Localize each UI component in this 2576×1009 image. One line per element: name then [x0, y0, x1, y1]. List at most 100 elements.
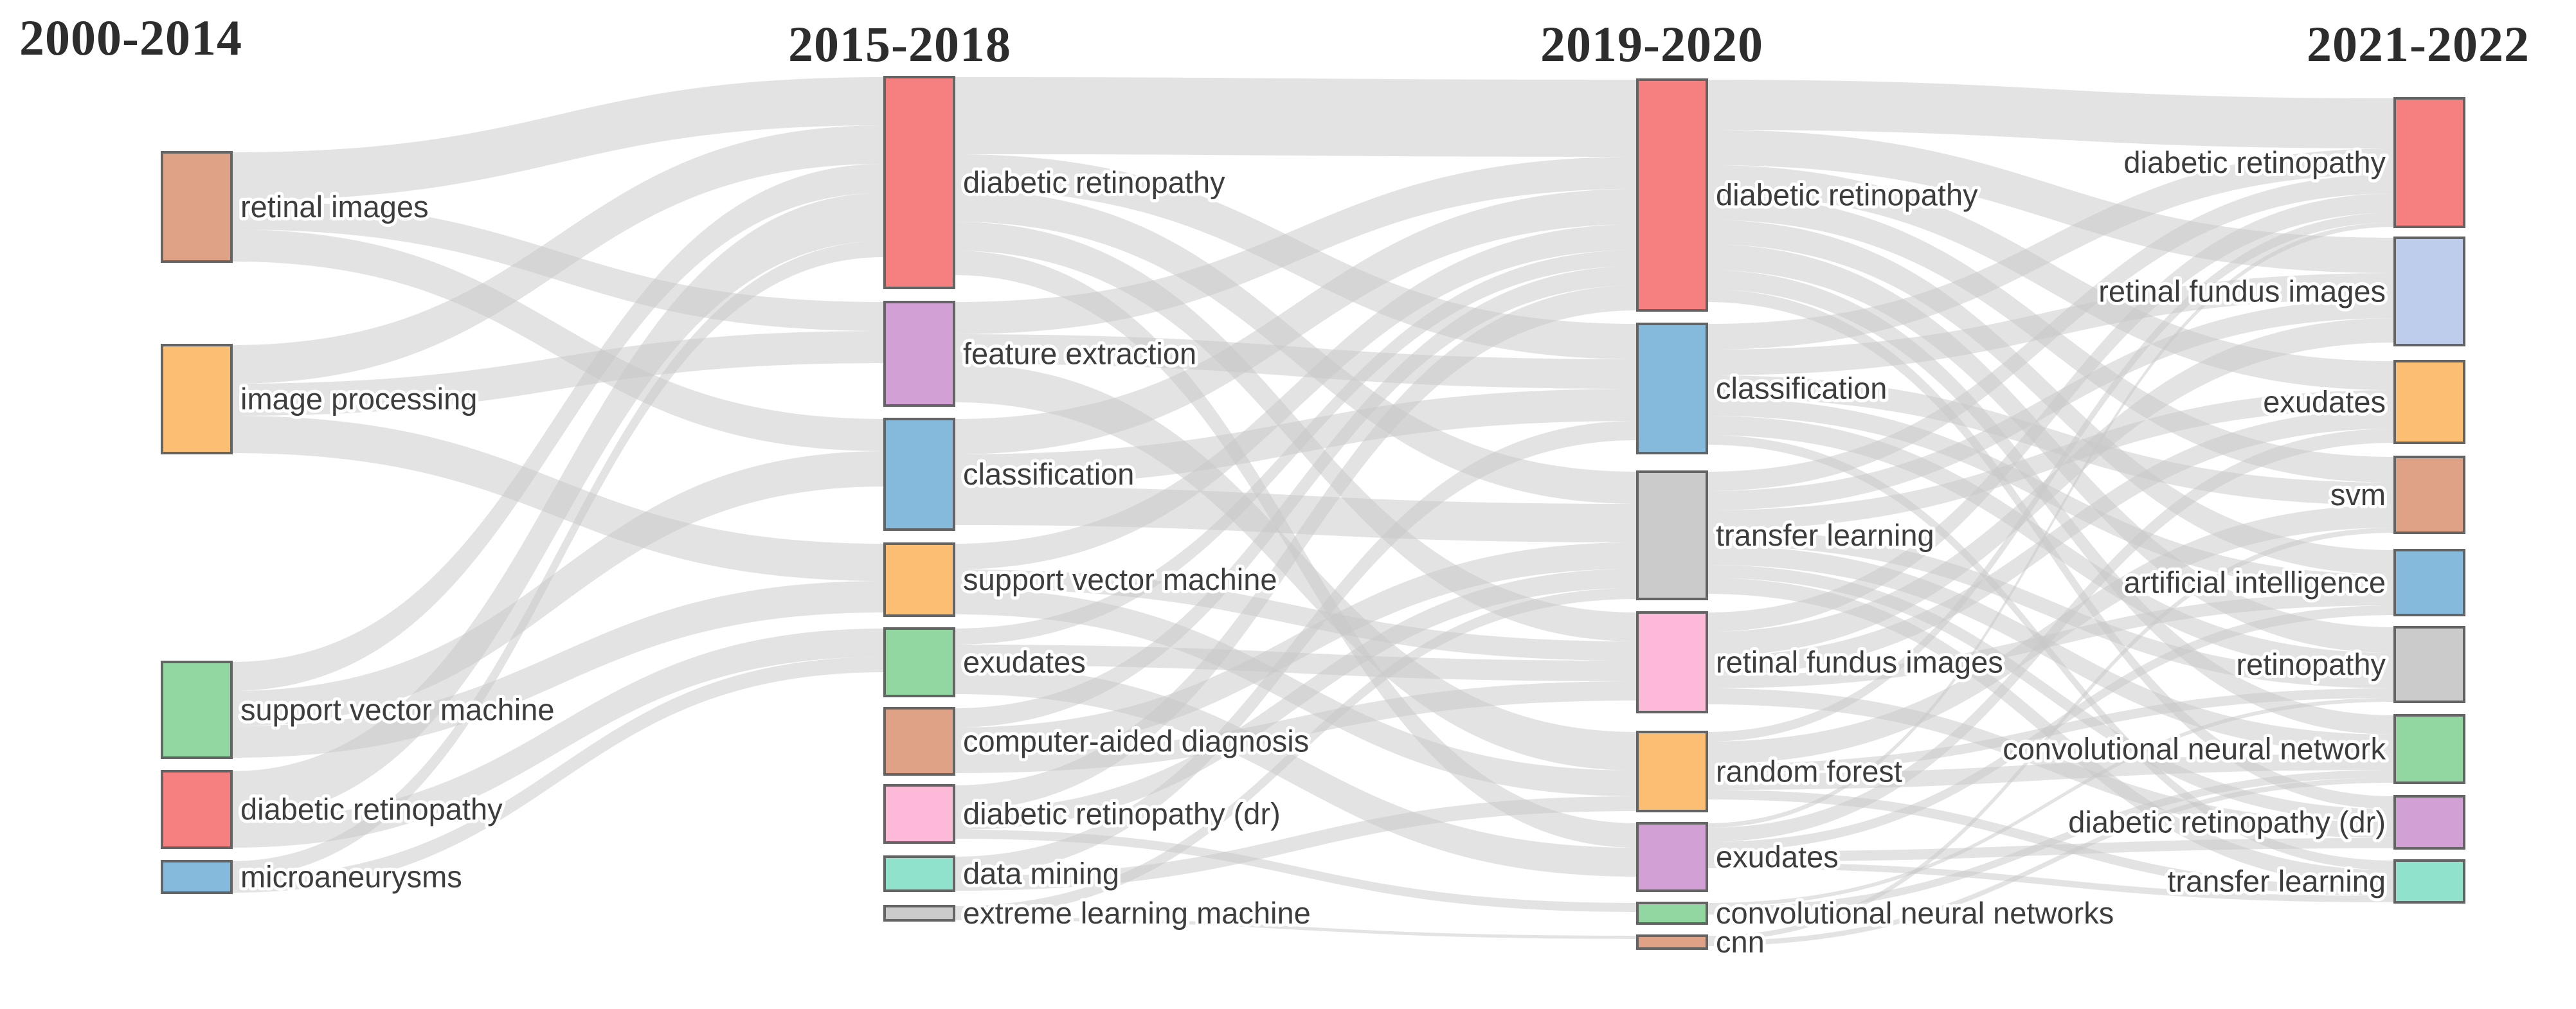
flow-ribbon[interactable]: [954, 157, 1637, 334]
sankey-node-c3-random-forest[interactable]: [1636, 731, 1708, 812]
flow-ribbon[interactable]: [231, 451, 885, 726]
flow-ribbon[interactable]: [1707, 754, 2395, 790]
node-label-c1-image-processing: image processing: [240, 382, 477, 416]
sankey-node-c4-drdr[interactable]: [2393, 795, 2465, 850]
node-label-c3-cnn: cnn: [1716, 925, 1765, 959]
sankey-node-c3-exudates[interactable]: [1636, 822, 1708, 892]
sankey-node-c4-tl[interactable]: [2393, 859, 2465, 904]
sankey-node-c2-elm[interactable]: [883, 905, 955, 922]
period-header-2021-2022: 2021-2022: [2307, 16, 2530, 72]
flow-ribbon[interactable]: [1707, 193, 2395, 632]
flow-ribbon[interactable]: [231, 77, 885, 201]
node-label-c2-svm: support vector machine: [963, 562, 1277, 596]
flow-ribbon[interactable]: [1707, 778, 2395, 946]
flow-ribbon[interactable]: [1707, 605, 2395, 852]
sankey-node-c4-cnn[interactable]: [2393, 714, 2465, 784]
flow-ribbon[interactable]: [954, 285, 1637, 810]
flow-ribbon[interactable]: [954, 266, 1637, 728]
flow-ribbon[interactable]: [1707, 530, 2395, 688]
sankey-node-c2-feature-extraction[interactable]: [883, 301, 955, 407]
node-label-c4-cnn: convolutional neural network: [2003, 732, 2386, 766]
flow-ribbon[interactable]: [954, 917, 1637, 939]
flow-ribbon[interactable]: [954, 77, 1637, 157]
sankey-node-c3-transfer-learning[interactable]: [1636, 470, 1708, 600]
flow-ribbon[interactable]: [231, 241, 885, 877]
flow-ribbon[interactable]: [1707, 546, 2395, 754]
sankey-node-c3-dr[interactable]: [1636, 78, 1708, 312]
flow-ribbon[interactable]: [954, 487, 1637, 542]
flow-ribbon[interactable]: [1707, 222, 2395, 828]
flow-ribbon[interactable]: [954, 224, 1637, 569]
node-label-c4-retinopathy: retinopathy: [2236, 647, 2386, 681]
sankey-node-c3-classification[interactable]: [1636, 323, 1708, 454]
node-label-c2-dr: diabetic retinopathy: [963, 165, 1225, 199]
sankey-node-c2-classification[interactable]: [883, 418, 955, 531]
flow-ribbon[interactable]: [1707, 165, 2395, 390]
node-label-c2-exudates: exudates: [963, 645, 1086, 679]
flow-ribbon[interactable]: [231, 629, 885, 848]
sankey-node-c4-dr[interactable]: [2393, 97, 2465, 228]
node-label-c2-elm: extreme learning machine: [963, 896, 1311, 930]
sankey-node-c2-dr[interactable]: [883, 76, 955, 289]
flow-ribbon[interactable]: [954, 796, 1637, 891]
sankey-node-c1-retinal-images[interactable]: [161, 151, 233, 263]
sankey-node-c1-svm[interactable]: [161, 661, 233, 759]
flow-ribbon[interactable]: [954, 421, 1637, 876]
sankey-node-c4-exudates[interactable]: [2393, 360, 2465, 444]
flow-ribbon[interactable]: [1707, 429, 2395, 842]
sankey-node-c3-rfi[interactable]: [1636, 611, 1708, 713]
sankey-node-c1-image-processing[interactable]: [161, 344, 233, 454]
flow-ribbon[interactable]: [1707, 409, 2395, 675]
flow-ribbon[interactable]: [1707, 80, 2395, 148]
sankey-node-c2-exudates[interactable]: [883, 627, 955, 697]
flow-ribbon[interactable]: [231, 125, 885, 384]
sankey-node-c4-ai[interactable]: [2393, 549, 2465, 616]
flow-ribbon[interactable]: [954, 364, 1637, 771]
flow-ribbon[interactable]: [954, 588, 1637, 917]
flow-ribbon[interactable]: [1707, 528, 2395, 941]
flow-ribbon[interactable]: [231, 164, 885, 691]
flow-ribbon[interactable]: [231, 193, 885, 819]
flow-ribbon[interactable]: [954, 569, 1637, 830]
node-label-c4-exudates: exudates: [2263, 385, 2386, 419]
flow-ribbon[interactable]: [1707, 130, 2395, 273]
flow-ribbon[interactable]: [1707, 213, 2395, 742]
flow-ribbon[interactable]: [1707, 838, 2395, 862]
flow-ribbon[interactable]: [954, 830, 1637, 912]
sankey-node-c4-rfi[interactable]: [2393, 237, 2465, 346]
flow-ribbon[interactable]: [1707, 688, 2395, 838]
flow-ribbon[interactable]: [954, 250, 1637, 645]
flow-ribbon[interactable]: [1707, 565, 2395, 822]
flow-ribbon[interactable]: [1707, 698, 2395, 907]
flow-ribbon[interactable]: [231, 657, 885, 893]
flow-ribbon[interactable]: [1707, 390, 2395, 530]
flow-ribbon[interactable]: [954, 334, 1637, 389]
flow-ribbon[interactable]: [231, 229, 885, 451]
flow-ribbon[interactable]: [1707, 148, 2395, 350]
sankey-node-c2-cad[interactable]: [883, 707, 955, 776]
flow-ribbon[interactable]: [1707, 174, 2395, 491]
flow-ribbon[interactable]: [954, 645, 1637, 681]
flow-ribbon[interactable]: [1707, 770, 2395, 915]
node-label-c2-classification: classification: [963, 457, 1134, 491]
node-label-c1-svm: support vector machine: [240, 693, 555, 727]
sankey-node-c2-data-mining[interactable]: [883, 855, 955, 892]
node-label-c1-retinal-images: retinal images: [240, 190, 429, 224]
sankey-node-c1-dr[interactable]: [161, 770, 233, 849]
sankey-node-c3-cnn[interactable]: [1636, 934, 1708, 950]
flow-ribbon[interactable]: [1707, 318, 2395, 656]
node-label-c4-ai: artificial intelligence: [2123, 566, 2386, 600]
flow-ribbon[interactable]: [954, 665, 1637, 877]
node-label-c3-transfer-learning: transfer learning: [1716, 518, 1934, 552]
flow-ribbon[interactable]: [954, 389, 1637, 487]
sankey-node-c2-drdr[interactable]: [883, 784, 955, 844]
flow-ribbon[interactable]: [231, 331, 885, 416]
node-label-c2-feature-extraction: feature extraction: [963, 337, 1196, 371]
flow-ribbon[interactable]: [954, 189, 1637, 454]
sankey-node-c4-svm[interactable]: [2393, 456, 2465, 534]
sankey-node-c2-svm[interactable]: [883, 542, 955, 617]
flow-ribbon[interactable]: [1707, 862, 2395, 902]
sankey-node-c1-microaneurysms[interactable]: [161, 860, 233, 894]
sankey-node-c3-cnns[interactable]: [1636, 902, 1708, 925]
sankey-node-c4-retinopathy[interactable]: [2393, 626, 2465, 703]
